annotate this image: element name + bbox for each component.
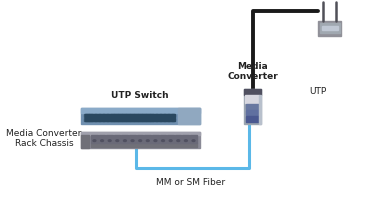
Bar [118,118,122,121]
Bar [106,118,109,121]
Bar [158,114,162,116]
Bar [178,108,200,124]
Bar [130,118,134,121]
Circle shape [131,140,134,141]
Bar [320,23,340,33]
Bar [114,114,117,116]
Bar [245,95,259,103]
Bar [322,26,338,30]
Bar [144,135,151,143]
Bar [146,118,150,121]
Bar [81,108,200,124]
Bar [102,114,105,116]
Bar [98,114,101,116]
Bar [89,114,93,116]
Bar [190,135,197,143]
Bar [106,135,113,143]
Bar [152,135,158,143]
Bar [94,114,97,116]
Bar [110,114,113,116]
Bar [114,118,117,121]
Bar [81,132,200,148]
Bar [259,95,261,124]
Bar [89,118,93,121]
Bar [167,118,171,121]
Circle shape [177,140,180,141]
Circle shape [184,140,187,141]
Bar [246,116,259,122]
Bar [163,118,167,121]
Bar [126,118,130,121]
Bar [85,114,89,116]
Bar [167,114,171,116]
Circle shape [93,140,96,141]
Bar [91,143,197,147]
Bar [84,118,173,121]
Bar [137,135,143,143]
Circle shape [101,140,104,141]
Circle shape [154,140,157,141]
Bar [84,114,173,117]
Bar [138,118,142,121]
Circle shape [169,140,172,141]
Text: UTP Switch: UTP Switch [111,91,169,100]
Bar [81,132,200,135]
Bar [150,118,154,121]
Bar [129,135,136,143]
Bar [126,114,130,116]
Circle shape [146,140,149,141]
Bar [138,114,142,116]
Text: UTP: UTP [309,87,326,96]
Bar [118,114,122,116]
Bar [160,135,166,143]
Text: MM or SM Fiber: MM or SM Fiber [156,178,225,187]
Bar [142,114,146,116]
Bar [171,118,175,121]
Bar [318,21,341,36]
Bar [244,89,261,95]
Bar [106,114,109,116]
Bar [171,114,175,116]
Bar [122,118,126,121]
Bar [158,118,162,121]
Bar [146,114,150,116]
Bar [134,118,138,121]
Bar [246,110,259,115]
Circle shape [123,140,126,141]
Bar [98,118,101,121]
Bar [98,135,105,143]
Bar [154,118,158,121]
Bar [134,114,138,116]
Circle shape [116,140,119,141]
Bar [102,118,105,121]
Bar [114,135,120,143]
Bar [94,118,97,121]
Bar [246,104,259,109]
Bar [85,118,89,121]
Bar [175,135,182,143]
Bar [150,114,154,116]
Bar [81,135,89,148]
Bar [154,114,158,116]
Bar [122,114,126,116]
Bar [244,89,261,124]
Bar [91,135,98,143]
Bar [122,135,128,143]
Bar [163,114,167,116]
Text: Media
Converter: Media Converter [227,62,278,81]
Circle shape [108,140,111,141]
Circle shape [139,140,142,141]
Bar [110,118,113,121]
Bar [130,114,134,116]
Bar [142,118,146,121]
Bar [182,135,189,143]
Text: Media Converter
Rack Chassis: Media Converter Rack Chassis [6,129,82,148]
Circle shape [162,140,164,141]
Circle shape [192,140,195,141]
Bar [167,135,174,143]
Bar [81,108,200,113]
